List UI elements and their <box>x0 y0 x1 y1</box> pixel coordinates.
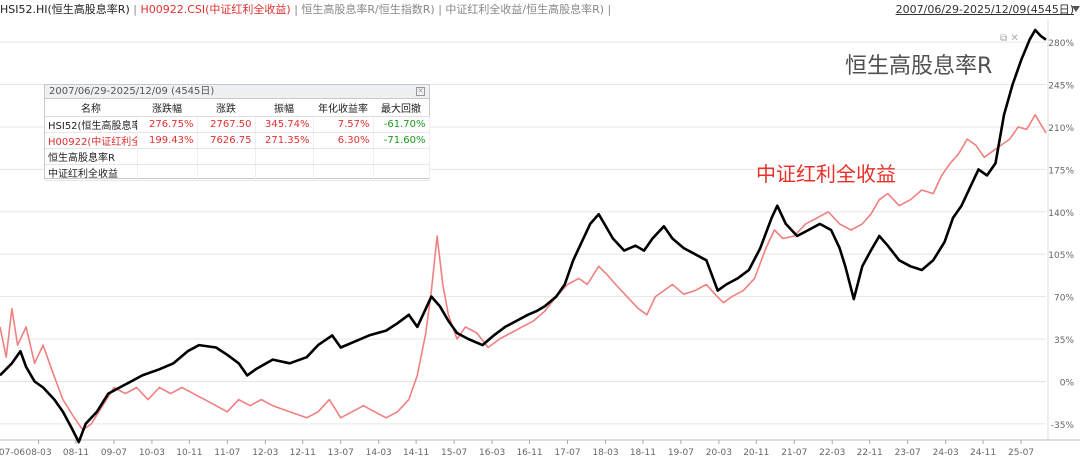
window-restore-icon[interactable]: ⧉ ✕ <box>1000 33 1019 44</box>
col-header-annualized: 年化收益率 <box>313 99 373 117</box>
series-line-csi <box>0 114 1047 431</box>
x-tick-label: 23-07 <box>895 448 921 458</box>
x-tick-label: 18-03 <box>592 448 618 458</box>
row-annualized: 7.57% <box>313 116 374 133</box>
col-header-change: 涨跌 <box>197 99 255 117</box>
toolbar-item[interactable]: 恒生高股息率R/恒生指数R) <box>301 3 435 16</box>
toolbar-item[interactable]: H00922.CSI(中证红利全收益) <box>140 3 291 16</box>
x-tick-label: 09-07 <box>101 448 127 458</box>
row-change: 7626.75 <box>197 132 256 149</box>
date-range-link[interactable]: 2007/06/29-2025/12/09(4545日) <box>895 3 1074 16</box>
col-header-name: 名称 <box>45 99 137 117</box>
y-axis: -35% 0% 35% 70% 105% 140% 175% 210% 245% 280% <box>1047 20 1075 440</box>
x-axis: 07-06 08-03 08-11 09-07 10-03 10-11 11-07 12-03… <box>0 439 1080 458</box>
row-name: HSI52(恒生高股息率R <box>45 116 138 133</box>
stats-panel-title: 2007/06/29-2025/12/09 (4545日) ✕ <box>45 85 429 99</box>
col-header-change-pct: 涨跌幅 <box>137 99 197 117</box>
toolbar-item[interactable]: | <box>290 3 302 16</box>
row-name: 恒生高股息率R <box>45 148 138 165</box>
x-tick-label: 08-11 <box>63 448 89 458</box>
x-tick-label: 19-07 <box>668 448 694 458</box>
col-header-amplitude: 振幅 <box>255 99 313 117</box>
x-tick-label: 14-03 <box>366 448 392 458</box>
dropdown-arrow-icon[interactable] <box>1072 6 1080 12</box>
y-tick-label: -35% <box>1051 421 1075 431</box>
x-tick-label: 21-07 <box>781 448 807 458</box>
row-name: H00922(中证红利全收 <box>45 132 138 149</box>
row-change-pct: 276.75% <box>137 116 198 133</box>
annotation-csi: 中证红利全收益 <box>756 162 896 186</box>
x-tick-label: 07-06 <box>0 448 25 458</box>
y-tick-label: 35% <box>1054 336 1074 346</box>
row-max-drawdown: -61.70% <box>373 116 430 133</box>
series-line-hsi <box>0 28 1047 444</box>
y-tick-label: 140% <box>1048 209 1074 219</box>
table-row[interactable]: H00922(中证红利全收 199.43% 7626.75 271.35% 6.… <box>45 132 430 149</box>
x-tick-label: 24-03 <box>933 448 959 458</box>
row-change: 2767.50 <box>197 116 256 133</box>
series-toolbar: HSI52.HI(恒生高股息率R) | H00922.CSI(中证红利全收益) … <box>0 0 1080 20</box>
table-row[interactable]: 恒生高股息率R <box>45 148 430 165</box>
annotation-hsi: 恒生高股息率R <box>845 54 993 79</box>
toolbar-item[interactable]: 中证红利全收益/恒生高股息率R) <box>445 3 605 16</box>
series-links[interactable]: HSI52.HI(恒生高股息率R) | H00922.CSI(中证红利全收益) … <box>0 3 611 16</box>
row-amplitude: 345.74% <box>255 116 314 133</box>
x-tick-label: 12-11 <box>290 448 316 458</box>
x-tick-label: 10-03 <box>139 448 165 458</box>
y-tick-label: 245% <box>1048 82 1074 92</box>
y-tick-label: 280% <box>1048 39 1074 49</box>
row-max-drawdown: -71.60% <box>373 132 430 149</box>
col-header-max-drawdown: 最大回撤 <box>373 99 429 117</box>
x-tick-label: 12-03 <box>252 448 278 458</box>
x-tick-label: 14-11 <box>403 448 429 458</box>
stats-table: 名称 涨跌幅 涨跌 振幅 年化收益率 最大回撤 HSI52(恒生高股息率R 27… <box>45 99 430 181</box>
x-tick-label: 10-11 <box>176 448 202 458</box>
series-lines <box>0 28 1047 444</box>
statistics-panel: 2007/06/29-2025/12/09 (4545日) ✕ 名称 涨跌幅 涨… <box>44 84 430 181</box>
x-tick-label: 15-07 <box>441 448 467 458</box>
row-name: 中证红利全收益 <box>45 164 138 181</box>
y-tick-label: 105% <box>1048 251 1074 261</box>
x-tick-label: 20-03 <box>706 448 732 458</box>
y-tick-label: 0% <box>1060 378 1075 388</box>
x-tick-label: 18-11 <box>630 448 656 458</box>
x-tick-label: 17-07 <box>554 448 580 458</box>
x-tick-label: 22-03 <box>819 448 845 458</box>
x-tick-label: 20-11 <box>743 448 769 458</box>
y-tick-label: 210% <box>1048 124 1074 134</box>
table-row[interactable]: HSI52(恒生高股息率R 276.75% 2767.50 345.74% 7.… <box>45 116 430 133</box>
x-tick-label: 16-11 <box>516 448 542 458</box>
toolbar-item[interactable]: | <box>129 3 141 16</box>
stats-header-row: 名称 涨跌幅 涨跌 振幅 年化收益率 最大回撤 <box>45 99 429 117</box>
y-tick-label: 175% <box>1048 166 1074 176</box>
toolbar-item[interactable]: HSI52.HI(恒生高股息率R) <box>0 3 130 16</box>
x-tick-label: 22-11 <box>857 448 883 458</box>
row-annualized: 6.30% <box>313 132 374 149</box>
row-amplitude: 271.35% <box>255 132 314 149</box>
x-tick-label: 16-03 <box>479 448 505 458</box>
row-change-pct: 199.43% <box>137 132 198 149</box>
table-row[interactable]: 中证红利全收益 <box>45 164 430 181</box>
x-tick-label: 08-03 <box>25 448 51 458</box>
x-tick-label: 11-07 <box>214 448 240 458</box>
toolbar-item[interactable]: | <box>604 3 612 16</box>
close-icon[interactable]: ✕ <box>416 87 425 96</box>
toolbar-item[interactable]: | <box>434 3 446 16</box>
y-tick-label: 70% <box>1054 294 1074 304</box>
x-tick-label: 24-11 <box>970 448 996 458</box>
x-tick-label: 25-07 <box>1008 448 1034 458</box>
x-tick-label: 13-07 <box>328 448 354 458</box>
